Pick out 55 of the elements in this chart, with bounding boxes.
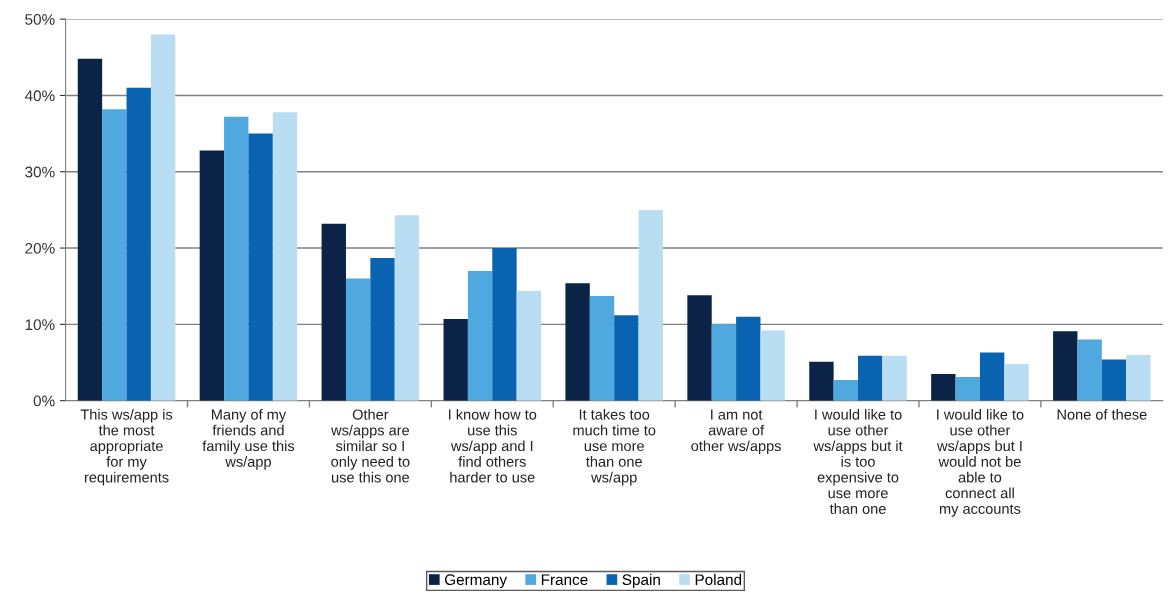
legend-label: France — [541, 574, 588, 586]
bar — [565, 283, 590, 401]
bar — [224, 116, 249, 401]
bar — [248, 133, 273, 401]
bar — [979, 352, 1005, 401]
bar — [272, 112, 298, 401]
x-tick-label: I would like to use other ws/apps but I would not be able to connect all my accounts — [936, 408, 1024, 517]
y-tick-label: 10% — [25, 319, 55, 331]
legend-label: Poland — [695, 573, 742, 586]
bar — [516, 290, 542, 401]
x-tick-label: It takes too much time to use more than one ws/app — [573, 408, 656, 486]
x-tick-label: I am not aware of other ws/apps — [691, 409, 781, 454]
y-tick-label: 0% — [33, 395, 55, 407]
bar — [589, 296, 615, 401]
x-tick-label: None of these — [1057, 408, 1147, 420]
bar — [858, 355, 883, 401]
bar — [492, 248, 517, 401]
bar — [614, 315, 639, 401]
bar — [199, 150, 225, 401]
bar — [931, 373, 956, 401]
bar — [833, 380, 859, 401]
x-tick-label: I know how to use this ws/app and I find others harder to use — [449, 408, 537, 483]
bar — [955, 377, 980, 401]
bar — [467, 270, 493, 401]
bar — [370, 257, 395, 401]
bar — [102, 109, 127, 401]
bar — [760, 330, 785, 401]
bar — [1126, 354, 1151, 401]
bar — [1101, 359, 1127, 401]
legend-label: Germany — [444, 574, 508, 589]
bar — [638, 209, 663, 401]
y-tick-label: 20% — [25, 242, 55, 254]
x-tick-label: Other ws/apps are similar so I only need to use this one — [331, 408, 410, 483]
bar — [77, 58, 103, 401]
bar — [345, 278, 371, 401]
y-tick-label: 30% — [25, 166, 55, 178]
bar — [1053, 331, 1078, 401]
y-tick-label: 50% — [25, 14, 55, 25]
bar — [882, 355, 907, 401]
bar — [321, 223, 346, 401]
legend-label: Spain — [622, 573, 660, 589]
bar — [150, 34, 176, 401]
x-tick-label: This ws/app is the most appropriate for my requirements — [80, 408, 173, 486]
bar — [1077, 339, 1102, 401]
bar — [809, 361, 834, 401]
bar — [687, 295, 712, 401]
bar — [711, 324, 737, 401]
bar — [394, 215, 420, 401]
bar — [443, 319, 468, 401]
y-tick-label: 40% — [24, 90, 55, 102]
bar — [126, 87, 151, 401]
x-tick-label: I would like to use other ws/apps but it is too expensive to use more than one — [813, 408, 903, 514]
bar — [736, 316, 761, 401]
x-tick-label: Many of my friends and family use this ws/app — [202, 409, 295, 470]
bar — [1004, 364, 1029, 401]
